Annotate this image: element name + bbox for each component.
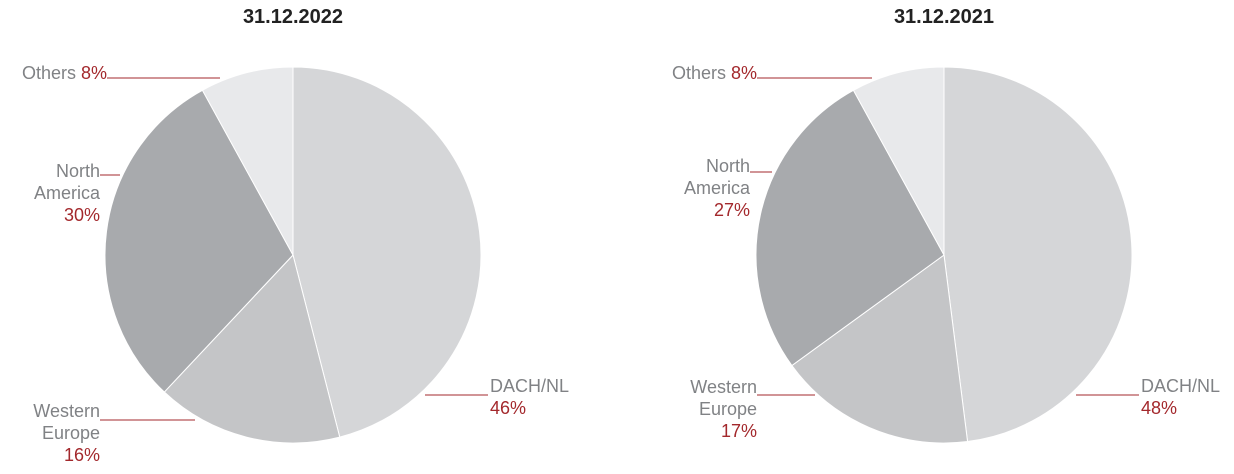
value-label: 8% — [80, 63, 107, 83]
slice-label: DACH/NL 48% — [1141, 375, 1220, 419]
value-label: 30% — [63, 205, 100, 225]
slice-label: North America 30% — [10, 160, 100, 226]
slice-label: Others 8% — [672, 62, 757, 84]
pie-slice — [791, 254, 969, 444]
category-label: North America — [683, 156, 750, 198]
pie-slice — [755, 89, 945, 367]
slice-label: Western Europe 16% — [20, 400, 100, 466]
value-label: 46% — [490, 398, 527, 418]
pie-slice — [201, 66, 294, 256]
slice-label: Others 8% — [22, 62, 107, 84]
value-label: 16% — [63, 445, 100, 465]
pie-slice — [163, 253, 341, 444]
category-label: DACH/NL — [1141, 376, 1221, 396]
category-label: North America — [33, 161, 100, 203]
slice-label: North America 27% — [660, 155, 750, 221]
slice-label: DACH/NL 46% — [490, 375, 569, 419]
slice-label: Western Europe 17% — [677, 376, 757, 442]
category-label: Others — [671, 63, 726, 83]
pie-slice — [943, 66, 1133, 443]
pie-slice — [292, 66, 482, 438]
value-label: 48% — [1141, 398, 1178, 418]
category-label: Western Europe — [33, 401, 100, 443]
value-label: 27% — [713, 200, 750, 220]
category-label: Others — [21, 63, 76, 83]
category-label: Western Europe — [690, 377, 757, 419]
value-label: 17% — [720, 421, 757, 441]
pie-slice — [104, 89, 294, 393]
chart-title: 31.12.2021 — [893, 6, 995, 28]
value-label: 8% — [730, 63, 757, 83]
pie-slice — [852, 66, 945, 256]
chart-title: 31.12.2022 — [242, 6, 344, 28]
category-label: DACH/NL — [490, 376, 570, 396]
